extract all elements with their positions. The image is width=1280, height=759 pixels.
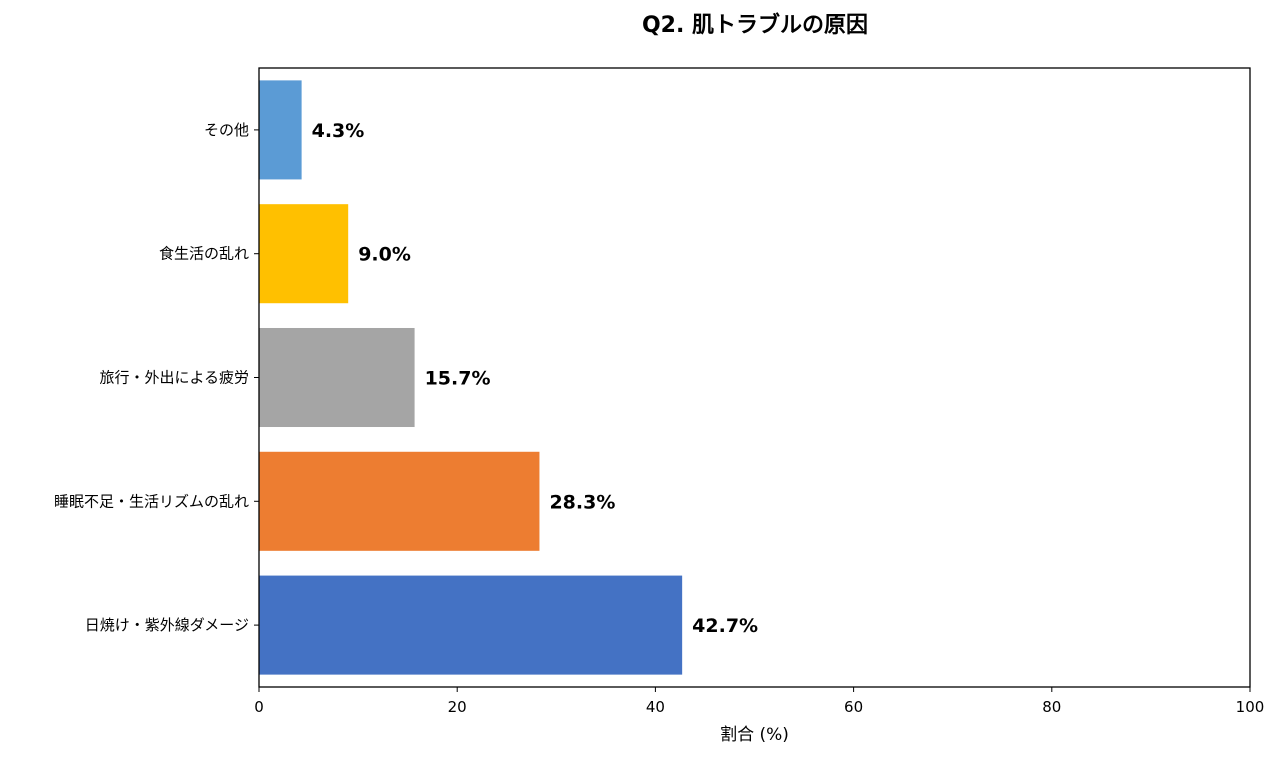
x-tick-label: 60 (844, 698, 863, 716)
x-axis-label: 割合 (%) (720, 725, 789, 745)
value-label: 9.0% (358, 244, 411, 266)
x-tick-label: 40 (646, 698, 665, 716)
chart-title: Q2. 肌トラブルの原因 (642, 12, 868, 38)
value-label: 42.7% (692, 615, 758, 637)
bar-3 (259, 327, 415, 428)
category-label: 日焼け・紫外線ダメージ (85, 616, 249, 634)
value-label: 28.3% (549, 491, 615, 513)
bar-1 (259, 80, 302, 180)
plot-frame (258, 67, 1251, 688)
bar-5 (259, 575, 683, 675)
x-tick-label: 80 (1042, 698, 1061, 716)
category-label: 睡眠不足・生活リズムの乱れ (54, 492, 249, 510)
bar-2 (259, 204, 349, 304)
category-label: その他 (204, 121, 249, 139)
x-axis-ticks: 0 20 40 60 80 100 (254, 687, 1264, 716)
x-tick-label: 0 (254, 698, 264, 716)
x-tick-label: 20 (448, 698, 467, 716)
value-label: 15.7% (425, 368, 491, 390)
category-label: 旅行・外出による疲労 (99, 369, 249, 387)
category-label: 食生活の乱れ (159, 245, 249, 263)
category-labels: その他食生活の乱れ旅行・外出による疲労睡眠不足・生活リズムの乱れ日焼け・紫外線ダ… (54, 121, 259, 634)
bars-group (259, 80, 683, 675)
value-labels: 4.3% 9.0% 15.7% 28.3% 42.7% (312, 120, 758, 637)
x-tick-label: 100 (1236, 698, 1265, 716)
value-label: 4.3% (312, 120, 365, 142)
bar-4 (259, 451, 540, 551)
